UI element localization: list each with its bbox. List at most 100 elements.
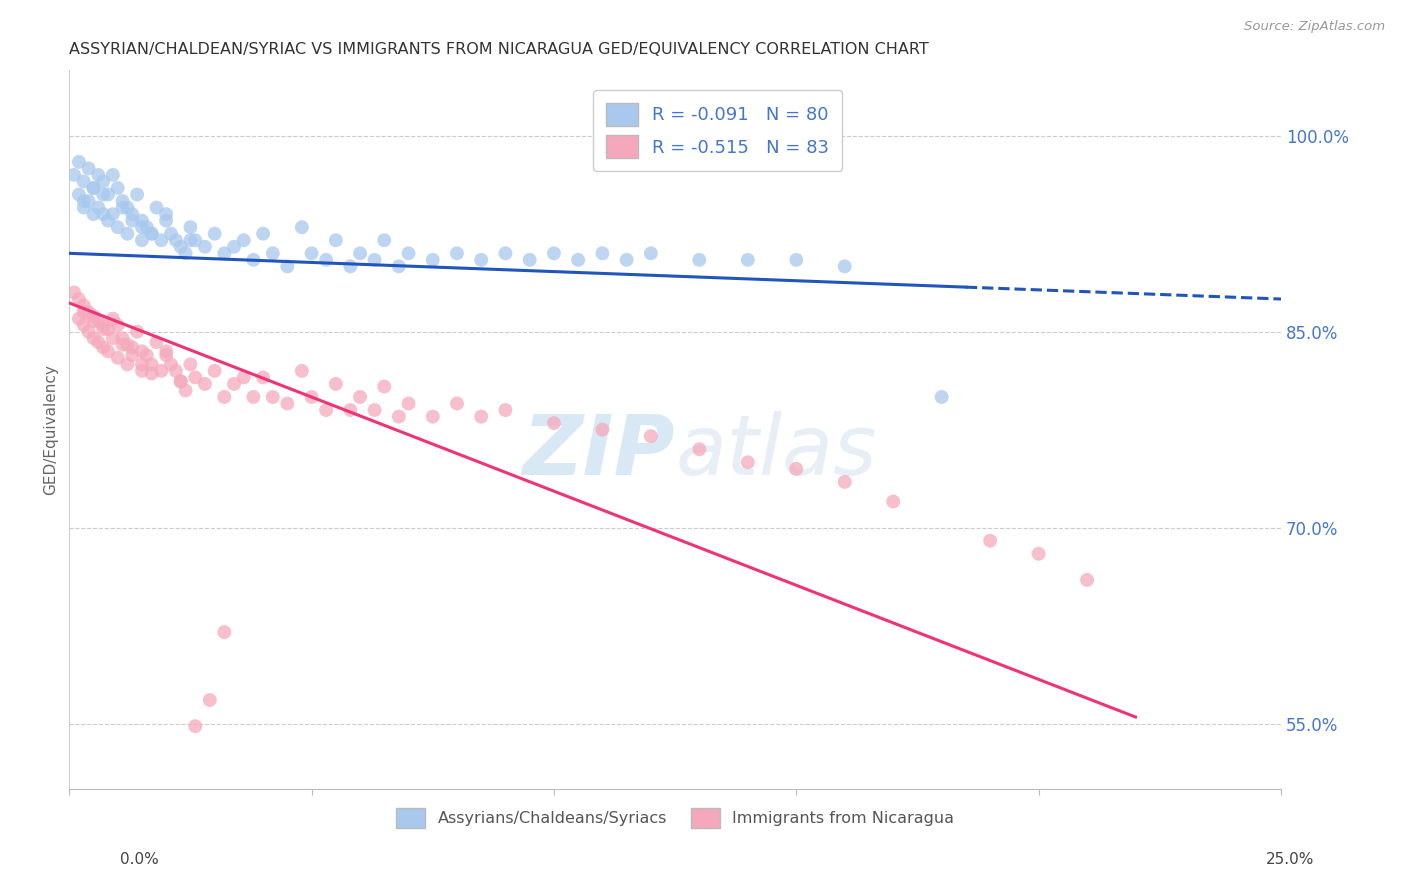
Point [214,625,236,640]
Point [291,220,314,235]
Text: Source: ZipAtlas.com: Source: ZipAtlas.com [1244,20,1385,33]
Point [232,233,254,247]
Point [398,246,420,260]
Point [91,174,114,188]
Point [91,322,114,336]
Point [111,201,134,215]
Point [67,154,90,169]
Point [640,429,662,443]
Point [242,252,264,267]
Point [204,227,226,241]
Point [1028,547,1050,561]
Point [111,337,134,351]
Point [91,207,114,221]
Point [82,181,104,195]
Point [155,207,177,221]
Point [107,220,129,235]
Point [87,335,110,350]
Point [737,252,759,267]
Point [184,719,207,733]
Point [135,348,157,362]
Point [640,246,662,260]
Point [979,533,1001,548]
Point [91,340,114,354]
Point [591,246,613,260]
Point [339,403,361,417]
Point [349,390,371,404]
Point [131,357,153,371]
Point [543,246,565,260]
Point [121,348,143,362]
Point [107,351,129,365]
Point [131,220,153,235]
Point [170,374,193,388]
Point [519,252,541,267]
Point [121,207,143,221]
Point [373,379,395,393]
Point [232,370,254,384]
Point [470,252,492,267]
Point [101,311,124,326]
Point [214,246,236,260]
Point [135,220,157,235]
Point [422,252,444,267]
Point [155,213,177,227]
Point [97,344,120,359]
Point [616,252,638,267]
Point [198,693,221,707]
Point [141,367,163,381]
Point [121,213,143,227]
Point [73,305,96,319]
Point [73,299,96,313]
Point [77,194,100,208]
Point [214,390,236,404]
Point [63,285,86,300]
Point [301,246,323,260]
Point [339,260,361,274]
Point [688,252,710,267]
Point [131,233,153,247]
Point [494,403,516,417]
Point [446,396,468,410]
Point [222,376,245,391]
Point [785,462,807,476]
Point [145,335,167,350]
Point [184,370,207,384]
Text: ZIP: ZIP [523,410,675,491]
Point [179,233,201,247]
Point [82,309,104,323]
Point [276,260,298,274]
Point [63,168,86,182]
Point [494,246,516,260]
Point [77,161,100,176]
Point [252,370,274,384]
Point [363,252,385,267]
Point [131,213,153,227]
Point [373,233,395,247]
Point [87,168,110,182]
Point [121,340,143,354]
Point [67,311,90,326]
Point [91,318,114,333]
Point [785,252,807,267]
Point [111,331,134,345]
Point [127,325,149,339]
Point [87,314,110,328]
Point [174,246,197,260]
Point [291,364,314,378]
Point [349,246,371,260]
Point [117,227,139,241]
Point [388,409,411,424]
Text: ASSYRIAN/CHALDEAN/SYRIAC VS IMMIGRANTS FROM NICARAGUA GED/EQUIVALENCY CORRELATIO: ASSYRIAN/CHALDEAN/SYRIAC VS IMMIGRANTS F… [69,42,929,57]
Text: 25.0%: 25.0% [1267,852,1315,867]
Point [73,194,96,208]
Point [179,220,201,235]
Point [422,409,444,424]
Point [470,409,492,424]
Point [155,348,177,362]
Point [101,168,124,182]
Point [87,201,110,215]
Legend: Assyrians/Chaldeans/Syriacs, Immigrants from Nicaragua: Assyrians/Chaldeans/Syriacs, Immigrants … [389,802,960,835]
Point [145,201,167,215]
Point [184,233,207,247]
